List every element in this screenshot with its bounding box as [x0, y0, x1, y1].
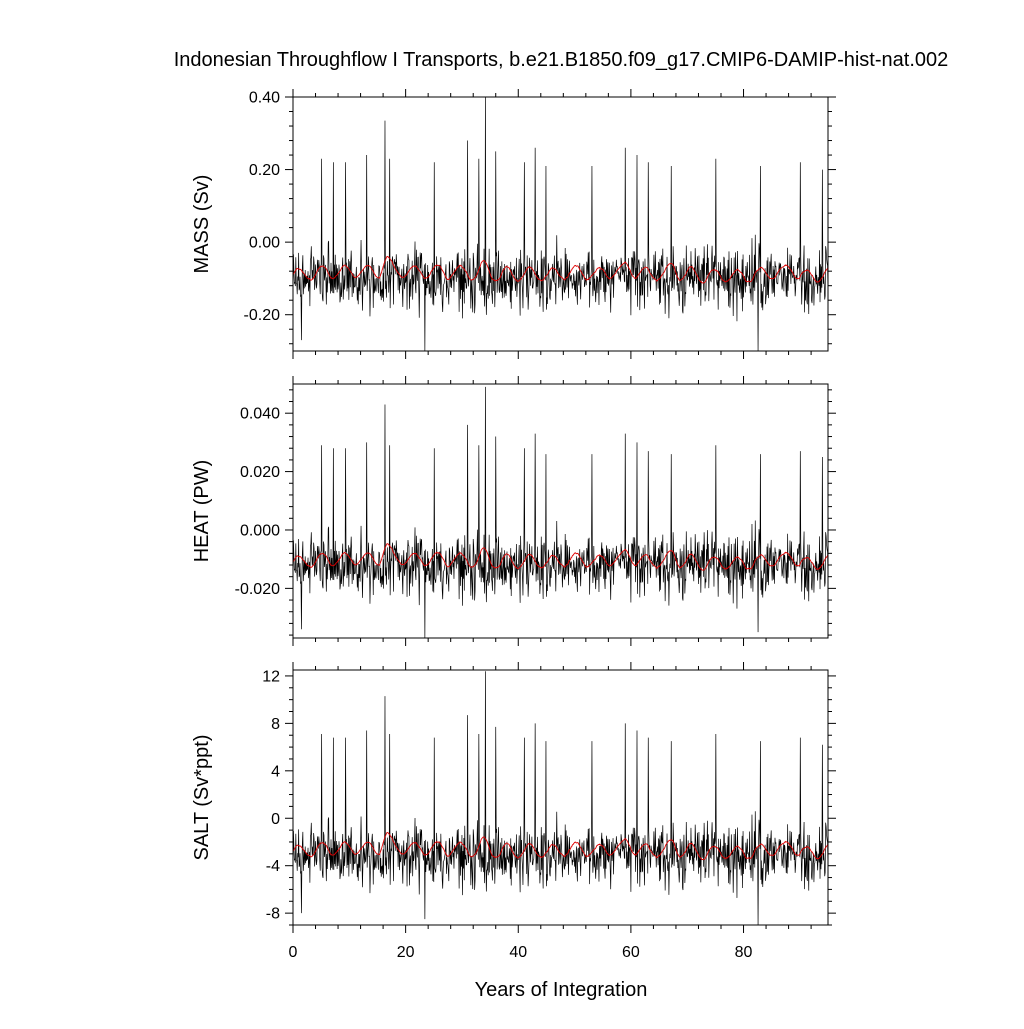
smoothed-series-line	[293, 831, 828, 861]
x-tick-label: 20	[397, 944, 415, 961]
raw-series-line	[293, 671, 828, 925]
smoothed-series-line	[293, 543, 828, 571]
y-tick-label: -0.020	[235, 581, 280, 598]
y-tick-label: -4	[266, 858, 280, 875]
y-tick-label: 0.20	[249, 162, 280, 179]
chart-title: Indonesian Throughflow I Transports, b.e…	[174, 49, 949, 71]
y-tick-label: 0.040	[240, 406, 280, 423]
y-tick-label: 12	[262, 668, 280, 685]
plot-frame	[292, 669, 829, 926]
series-group	[293, 671, 828, 925]
y-tick-label: 0	[271, 811, 280, 828]
plot-frame	[292, 383, 829, 639]
y-tick-label: 0.020	[240, 464, 280, 481]
y-tick-label: 8	[271, 716, 280, 733]
y-tick-label: -0.20	[244, 307, 281, 324]
series-group	[293, 386, 828, 638]
raw-series-line	[293, 386, 828, 638]
raw-series-line	[293, 97, 828, 351]
x-tick-label: 80	[735, 944, 753, 961]
y-tick-label: 0.40	[249, 90, 280, 107]
smoothed-series-line	[293, 255, 828, 284]
y-axis-label: SALT (Sv*ppt)	[191, 735, 213, 861]
y-tick-label: 0.000	[240, 522, 280, 539]
x-tick-label: 0	[289, 944, 298, 961]
series-group	[293, 97, 828, 351]
x-tick-label: 60	[622, 944, 640, 961]
panel-3: -8 -4 0 4 8 12 0 20 40 60 80 SALT (Sv*ppt)	[191, 662, 836, 961]
y-tick-label: -8	[266, 906, 280, 923]
y-axis-label: MASS (Sv)	[191, 175, 213, 274]
chart-panels: -0.20 0.00 0.20 0.40 MASS (Sv) -0.020 0.000 0.0…	[191, 89, 836, 961]
panel-2: -0.020 0.000 0.020 0.040 HEAT (PW)	[191, 376, 836, 646]
y-tick-label: 4	[271, 763, 280, 780]
y-axis-label: HEAT (PW)	[191, 460, 213, 563]
plot-frame	[292, 96, 829, 352]
panel-1: -0.20 0.00 0.20 0.40 MASS (Sv)	[191, 89, 836, 359]
y-tick-label: 0.00	[249, 235, 280, 252]
x-axis-label: Years of Integration	[475, 979, 648, 1001]
x-tick-label: 40	[509, 944, 527, 961]
